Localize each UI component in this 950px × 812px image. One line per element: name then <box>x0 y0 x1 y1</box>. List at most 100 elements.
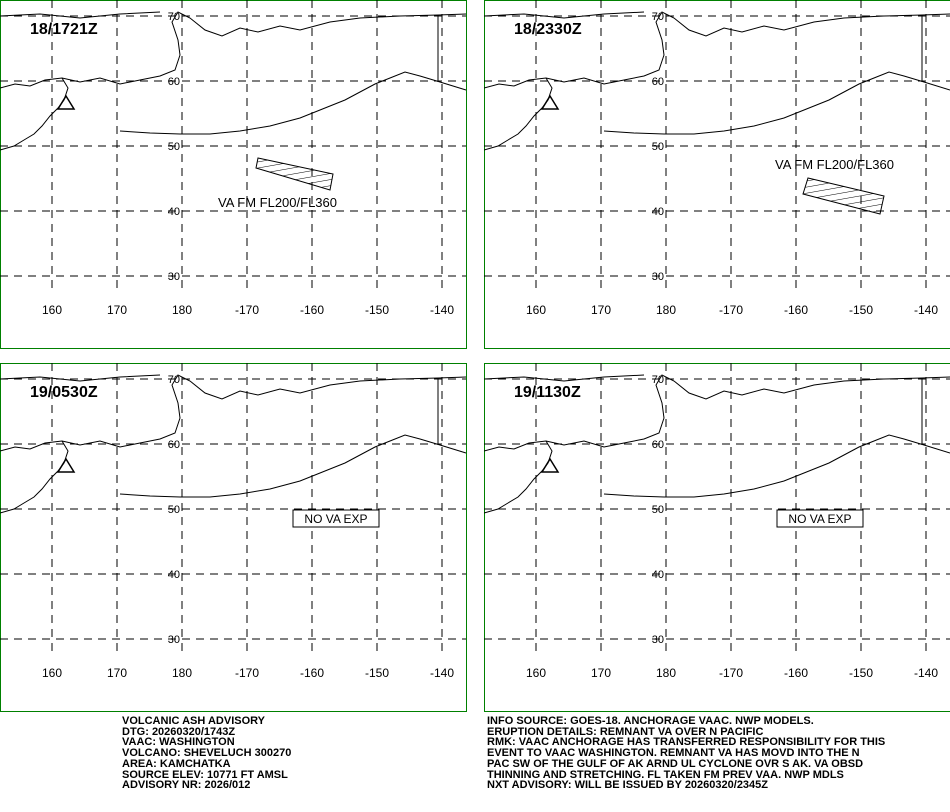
lat-label: 50 <box>652 504 664 516</box>
lat-label: 30 <box>168 634 180 646</box>
coastline <box>0 374 467 452</box>
lat-label: 50 <box>168 141 180 153</box>
lat-label: 40 <box>652 569 664 581</box>
lon-label: 180 <box>656 303 676 317</box>
coastline <box>484 11 645 19</box>
advisory-right: INFO SOURCE: GOES-18. ANCHORAGE VAAC. NW… <box>487 716 885 791</box>
coastline <box>0 11 467 89</box>
lat-label: 40 <box>168 569 180 581</box>
coastline <box>484 374 645 382</box>
lat-label: 70 <box>168 11 180 23</box>
lon-label: -150 <box>849 666 873 680</box>
lat-label: 40 <box>652 206 664 218</box>
lon-label: 170 <box>591 666 611 680</box>
lat-label: 50 <box>652 141 664 153</box>
advisory-line: AREA: KAMCHATKA <box>122 757 231 770</box>
lon-label: -160 <box>300 303 324 317</box>
panel-border <box>484 363 950 712</box>
lon-label: 180 <box>172 666 192 680</box>
no-ash-label: NO VA EXP <box>788 512 851 526</box>
volcano-symbol <box>540 457 560 473</box>
ash-label: VA FM FL200/FL360 <box>775 157 894 172</box>
lat-label: 30 <box>652 634 664 646</box>
valid-time: 19/1130Z <box>514 384 581 401</box>
advisory-line: VOLCANO: SHEVELUCH 300270 <box>122 747 292 760</box>
lon-label: 170 <box>591 303 611 317</box>
ash-label: VA FM FL200/FL360 <box>218 195 337 210</box>
lon-label: -140 <box>914 303 938 317</box>
map-panel: 160 170 180 -170 -160 -150 -140 70 60 50 40 30 19/11… <box>484 363 950 712</box>
lat-label: 70 <box>652 374 664 386</box>
panel-border <box>0 363 467 712</box>
valid-time: 19/0530Z <box>30 384 98 401</box>
lat-label: 60 <box>652 76 664 88</box>
coastline <box>0 440 69 514</box>
volcano-symbol <box>540 94 560 110</box>
coastline <box>0 11 161 19</box>
map-panel: 160 170 180 -170 -160 -150 -140 70 60 50 40 30 18/17… <box>0 0 467 349</box>
advisory-line: VAAC: WASHINGTON <box>122 736 235 749</box>
advisory-line: ADVISORY NR: 2026/012 <box>122 779 251 792</box>
lat-label: 60 <box>652 439 664 451</box>
lon-label: 170 <box>107 303 127 317</box>
ash-area <box>802 177 885 215</box>
lat-label: 40 <box>168 206 180 218</box>
lon-label: -150 <box>365 666 389 680</box>
ash-area <box>255 157 334 191</box>
lat-label: 70 <box>168 374 180 386</box>
lon-label: -140 <box>430 666 454 680</box>
lon-label: -150 <box>849 303 873 317</box>
advisory-line: ERUPTION DETAILS: REMNANT VA OVER N PACI… <box>487 725 764 738</box>
advisory-line: THINNING AND STRETCHING. FL TAKEN FM PRE… <box>487 768 844 781</box>
lon-label: 160 <box>42 303 62 317</box>
advisory-left: VOLCANIC ASH ADVISORY DTG: 20260320/1743Z… <box>122 716 291 791</box>
lat-label: 30 <box>652 271 664 283</box>
lon-label: 160 <box>526 303 546 317</box>
coastline <box>119 71 467 135</box>
lon-label: -170 <box>235 303 259 317</box>
coastline <box>603 434 950 498</box>
advisory-line: NXT ADVISORY: WILL BE ISSUED BY 20260320… <box>487 779 769 792</box>
coastline <box>484 11 950 89</box>
coastline <box>0 374 161 382</box>
coastline <box>0 77 69 151</box>
coastline <box>603 71 950 135</box>
coastline <box>484 374 950 452</box>
label-box <box>292 509 380 528</box>
panel-border <box>484 0 950 349</box>
map-panel: 160 170 180 -170 -160 -150 -140 70 60 50 40 30 19/05… <box>0 363 467 712</box>
lon-label: 170 <box>107 666 127 680</box>
lon-label: -160 <box>784 303 808 317</box>
lat-label: 50 <box>168 504 180 516</box>
lon-label: -170 <box>719 303 743 317</box>
lat-label: 60 <box>168 439 180 451</box>
advisory-line: DTG: 20260320/1743Z <box>122 725 236 738</box>
lat-label: 30 <box>168 271 180 283</box>
coastline <box>484 77 553 151</box>
lat-label: 70 <box>652 11 664 23</box>
map-panel: 160 170 180 -170 -160 -150 -140 70 60 50 40 30 18/23… <box>484 0 950 349</box>
volcano-symbol <box>56 94 76 110</box>
lon-label: -170 <box>719 666 743 680</box>
no-ash-label: NO VA EXP <box>304 512 367 526</box>
lon-label: -160 <box>300 666 324 680</box>
lon-label: -140 <box>914 666 938 680</box>
volcano-symbol <box>56 457 76 473</box>
lon-label: -160 <box>784 666 808 680</box>
valid-time: 18/1721Z <box>30 21 98 38</box>
lon-label: 180 <box>172 303 192 317</box>
lon-label: -140 <box>430 303 454 317</box>
lon-label: 160 <box>42 666 62 680</box>
lon-label: -150 <box>365 303 389 317</box>
advisory-line: SOURCE ELEV: 10771 FT AMSL <box>122 768 288 781</box>
advisory-line: VOLCANIC ASH ADVISORY <box>122 715 266 727</box>
lon-label: 160 <box>526 666 546 680</box>
advisory-line: INFO SOURCE: GOES-18. ANCHORAGE VAAC. NW… <box>487 715 814 727</box>
lat-label: 60 <box>168 76 180 88</box>
lon-label: 180 <box>656 666 676 680</box>
label-box <box>776 509 864 528</box>
lon-label: -170 <box>235 666 259 680</box>
advisory-line: EVENT TO VAAC WASHINGTON. REMNANT VA HAS… <box>487 747 860 760</box>
coastline <box>119 434 467 498</box>
